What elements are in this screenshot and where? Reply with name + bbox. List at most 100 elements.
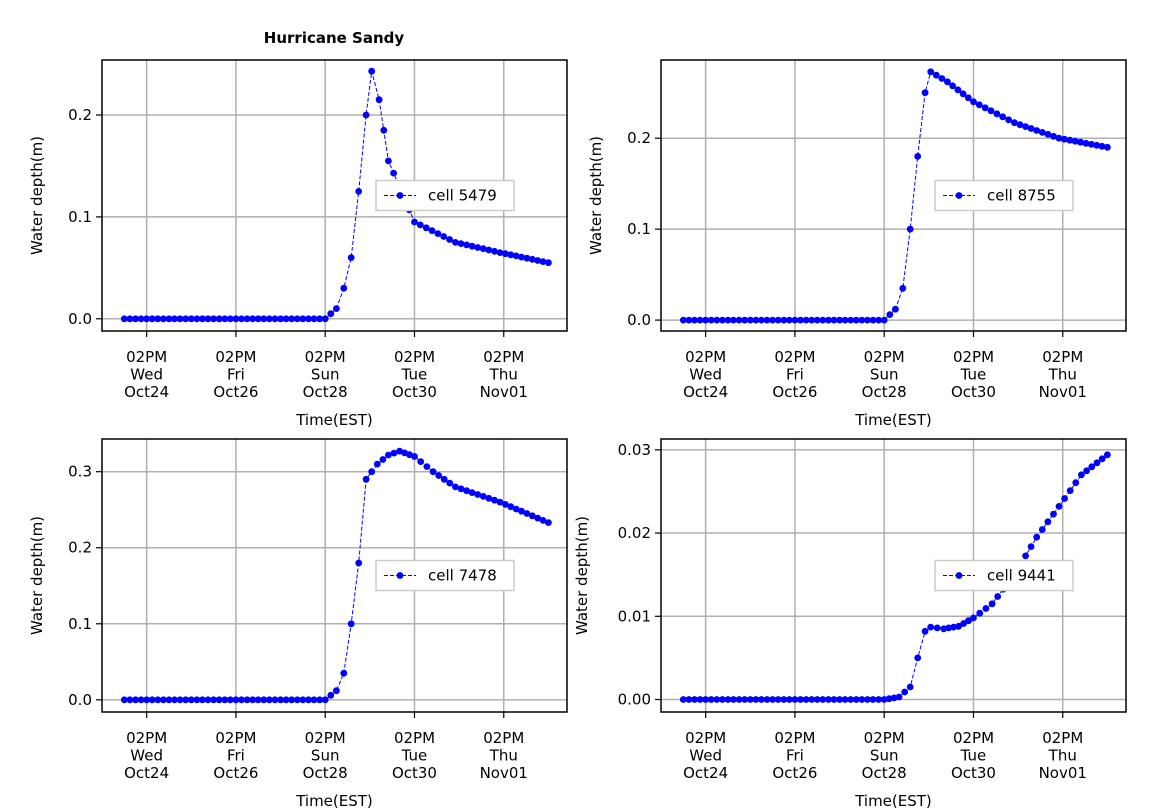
data-point (463, 241, 470, 249)
data-point (321, 696, 329, 704)
x-tick-label: Oct28 (303, 383, 348, 401)
data-point (707, 696, 715, 703)
data-point (1082, 139, 1090, 147)
x-tick-label: 02PM (953, 729, 994, 747)
data-point (316, 315, 323, 323)
data-point (243, 315, 251, 323)
data-point (808, 696, 816, 703)
data-point (1093, 141, 1101, 149)
data-point (293, 696, 301, 704)
data-point (496, 249, 504, 256)
data-point (260, 696, 268, 704)
legend: cell 8755 (934, 179, 1074, 212)
data-point (735, 316, 743, 324)
data-point (1078, 471, 1085, 479)
data-point (746, 316, 754, 324)
x-tick-label: Oct24 (124, 383, 169, 401)
data-point (875, 696, 882, 703)
x-tick-label: 02PM (774, 348, 815, 366)
axes-frame (660, 59, 1127, 332)
data-point (512, 505, 520, 513)
x-tick-label: Oct26 (772, 383, 817, 401)
y-tick-label: 0.3 (68, 463, 92, 481)
x-tick-label: Oct30 (951, 383, 996, 401)
y-tick-label: 0.2 (627, 129, 651, 147)
data-point (797, 316, 804, 324)
legend-marker (955, 572, 963, 579)
data-point (165, 315, 173, 323)
x-axis-label: Time(EST) (854, 411, 932, 429)
legend-marker (396, 572, 404, 579)
data-point (774, 696, 782, 703)
data-point (1066, 136, 1074, 144)
x-tick-label: Oct28 (303, 764, 348, 782)
data-point (741, 316, 749, 324)
data-point (379, 456, 387, 463)
data-point (429, 468, 437, 476)
x-tick-label: Tue (960, 366, 987, 384)
data-point (422, 224, 430, 232)
data-point (210, 315, 218, 323)
data-point (126, 696, 134, 704)
legend-label: cell 8755 (987, 187, 1056, 205)
data-point (1104, 143, 1111, 151)
y-axis-label: Water depth(m) (28, 516, 46, 635)
data-point (446, 236, 453, 243)
data-point (719, 696, 726, 703)
y-tick-label: 0.0 (68, 691, 92, 709)
data-point (333, 687, 340, 695)
subplot-1: 02PMWedOct2402PMFriOct2602PMSunOct2802PM… (28, 59, 568, 429)
data-point (416, 221, 424, 229)
x-tick-label: 02PM (305, 348, 346, 366)
data-point (1061, 495, 1068, 502)
data-point (299, 696, 307, 704)
data-point (340, 284, 348, 292)
data-point (1022, 552, 1029, 560)
data-point (752, 696, 760, 703)
data-point (260, 315, 268, 323)
data-point (479, 245, 487, 253)
data-point (502, 501, 509, 508)
data-point (1098, 455, 1106, 463)
x-tick-label: 02PM (953, 348, 994, 366)
data-point (1077, 138, 1084, 146)
data-point (293, 315, 301, 323)
data-point (981, 104, 989, 112)
legend: cell 5479 (375, 179, 515, 212)
data-point (411, 453, 418, 460)
x-tick-label: 02PM (1042, 348, 1083, 366)
data-point (1071, 137, 1079, 145)
data-point (176, 696, 184, 704)
data-point (1050, 132, 1057, 140)
data-point (491, 496, 498, 504)
data-point (380, 126, 388, 134)
data-point (148, 315, 156, 323)
data-point (518, 507, 525, 515)
data-point (763, 316, 771, 324)
data-point (1050, 510, 1057, 518)
data-point (327, 691, 335, 699)
data-point (171, 315, 178, 323)
data-point (780, 696, 788, 703)
data-point (534, 514, 542, 522)
x-tick-label: 02PM (864, 729, 905, 747)
data-point (299, 315, 307, 323)
data-point (993, 110, 1001, 118)
x-tick-label: Tue (401, 747, 428, 765)
data-point (176, 315, 184, 323)
data-point (518, 253, 525, 261)
x-tick-label: 02PM (126, 729, 167, 747)
data-point (204, 696, 212, 704)
data-point (785, 316, 793, 324)
data-point (964, 94, 972, 102)
data-point (368, 67, 376, 75)
data-point (507, 251, 515, 259)
data-point (679, 316, 687, 324)
x-tick-label: Tue (960, 747, 987, 765)
data-point (474, 491, 482, 498)
x-tick-label: 02PM (394, 348, 435, 366)
x-tick-label: Sun (311, 366, 340, 384)
data-point (906, 683, 914, 691)
data-point (154, 315, 162, 323)
